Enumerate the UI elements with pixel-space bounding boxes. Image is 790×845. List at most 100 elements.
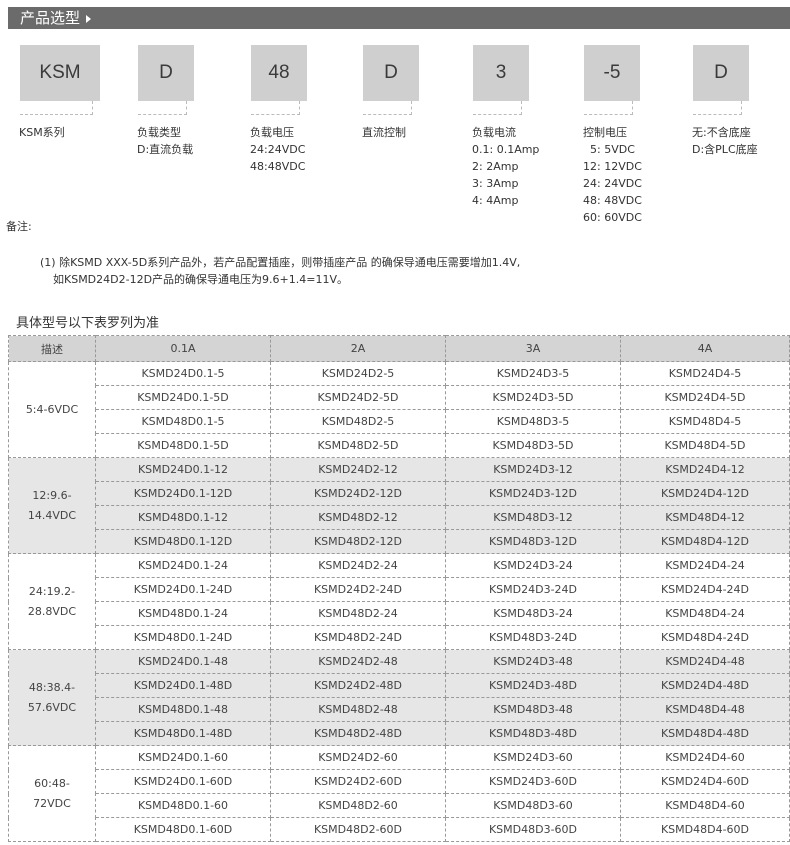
- model-cell: KSMD48D0.1-48D: [95, 721, 271, 746]
- model-cell: KSMD24D3-48D: [445, 673, 621, 698]
- model-cell: KSMD24D4-48: [620, 649, 790, 674]
- model-cell: KSMD48D4-5: [620, 409, 790, 434]
- model-cell: KSMD48D4-12: [620, 505, 790, 530]
- code-label: KSM系列: [19, 126, 65, 139]
- model-cell: KSMD24D3-24: [445, 553, 621, 578]
- group-desc: 5:4-6VDC: [8, 361, 96, 458]
- model-cell: KSMD48D4-5D: [620, 433, 790, 458]
- model-cell: KSMD48D2-60: [270, 793, 446, 818]
- code-label: 负载电流 0.1: 0.1Amp 2: 2Amp 3: 3Amp 4: 4Amp: [472, 126, 540, 207]
- code-label: 控制电压 5: 5VDC 12: 12VDC 24: 24VDC 48: 48V…: [583, 126, 642, 224]
- table-row: 12:9.6- 14.4VDC KSMD24D0.1-12 KSMD24D2-12 K…: [8, 457, 790, 554]
- model-cell: KSMD24D0.1-5: [95, 361, 271, 386]
- model-cell: KSMD48D3-60D: [445, 817, 621, 842]
- model-cell: KSMD48D0.1-12D: [95, 529, 271, 554]
- group-desc: 24:19.2- 28.8VDC: [8, 553, 96, 650]
- model-cell: KSMD24D0.1-48D: [95, 673, 271, 698]
- table-caption: 具体型号以下表罗列为准: [16, 316, 160, 331]
- model-cell: KSMD24D4-24D: [620, 577, 790, 602]
- table-row: KSMD48D0.1-5D KSMD48D2-5D KSMD48D3-5D KSMD4…: [9, 433, 790, 458]
- model-cell: KSMD48D4-60D: [620, 817, 790, 842]
- model-cell: KSMD48D0.1-24: [95, 601, 271, 626]
- table-row: KSMD48D0.1-60D KSMD48D2-60D KSMD48D3-60D KS…: [9, 817, 790, 842]
- model-cell: KSMD48D3-24D: [445, 625, 621, 650]
- model-cell: KSMD48D2-48: [270, 697, 446, 722]
- table-row: KSMD48D0.1-48 KSMD48D2-48 KSMD48D3-48 KSMD4…: [9, 697, 790, 722]
- code-box: KSM: [20, 45, 100, 101]
- note-line-2: 如KSMD24D2-12D产品的确保导通电压为9.6+1.4=11V。: [53, 273, 349, 286]
- table-row: KSMD48D0.1-48D KSMD48D2-48D KSMD48D3-48D KS…: [9, 721, 790, 746]
- dashed-connector: [363, 101, 412, 115]
- code-box: D: [693, 45, 749, 101]
- table-row: KSMD48D0.1-24D KSMD48D2-24D KSMD48D3-24D KS…: [9, 625, 790, 650]
- dashed-connector: [251, 101, 300, 115]
- dashed-connector: [138, 101, 187, 115]
- table-row: KSMD24D0.1-24D KSMD24D2-24D KSMD24D3-24D KS…: [9, 577, 790, 602]
- table-row: KSMD24D0.1-5D KSMD24D2-5D KSMD24D3-5D KSMD2…: [9, 385, 790, 410]
- table-row: KSMD48D0.1-5 KSMD48D2-5 KSMD48D3-5 KSMD48D4…: [9, 409, 790, 434]
- model-cell: KSMD24D4-24: [620, 553, 790, 578]
- group-desc: 12:9.6- 14.4VDC: [8, 457, 96, 554]
- code-label: 直流控制: [362, 126, 406, 139]
- model-cell: KSMD48D0.1-48: [95, 697, 271, 722]
- model-cell: KSMD48D0.1-60: [95, 793, 271, 818]
- group-desc: 60:48- 72VDC: [8, 745, 96, 842]
- table-row: 60:48- 72VDC KSMD24D0.1-60 KSMD24D2-60 KSMD…: [8, 745, 790, 842]
- model-cell: KSMD24D4-60D: [620, 769, 790, 794]
- model-cell: KSMD24D4-48D: [620, 673, 790, 698]
- table-row: KSMD24D0.1-12D KSMD24D2-12D KSMD24D3-12D KS…: [9, 481, 790, 506]
- table-header-row: 描述 0.1A 2A 3A 4A: [8, 335, 790, 362]
- model-cell: KSMD24D0.1-12D: [95, 481, 271, 506]
- model-cell: KSMD24D2-24: [270, 553, 446, 578]
- model-cell: KSMD48D0.1-5: [95, 409, 271, 434]
- header-desc: 描述: [8, 335, 96, 362]
- model-cell: KSMD48D3-60: [445, 793, 621, 818]
- notes-title: 备注:: [6, 220, 32, 233]
- header-2a: 2A: [270, 335, 446, 362]
- model-cell: KSMD24D4-12: [620, 457, 790, 482]
- model-cell: KSMD24D3-24D: [445, 577, 621, 602]
- dashed-connector: [473, 101, 522, 115]
- model-cell: KSMD48D2-24D: [270, 625, 446, 650]
- dashed-connector: [693, 101, 742, 115]
- table-row: KSMD48D0.1-12D KSMD48D2-12D KSMD48D3-12D KS…: [9, 529, 790, 554]
- model-cell: KSMD24D3-5: [445, 361, 621, 386]
- model-cell: KSMD48D4-60: [620, 793, 790, 818]
- model-cell: KSMD48D2-24: [270, 601, 446, 626]
- model-cell: KSMD48D0.1-12: [95, 505, 271, 530]
- table-row: 48:38.4- 57.6VDC KSMD24D0.1-48 KSMD24D2-48…: [8, 649, 790, 746]
- model-cell: KSMD24D2-12D: [270, 481, 446, 506]
- model-cell: KSMD48D0.1-24D: [95, 625, 271, 650]
- header-0.1a: 0.1A: [95, 335, 271, 362]
- model-cell: KSMD48D2-48D: [270, 721, 446, 746]
- code-box: 48: [251, 45, 307, 101]
- model-cell: KSMD48D4-48: [620, 697, 790, 722]
- model-cell: KSMD48D4-48D: [620, 721, 790, 746]
- model-cell: KSMD48D4-12D: [620, 529, 790, 554]
- model-cell: KSMD24D3-5D: [445, 385, 621, 410]
- model-cell: KSMD48D2-12D: [270, 529, 446, 554]
- model-cell: KSMD48D3-48: [445, 697, 621, 722]
- model-cell: KSMD48D3-24: [445, 601, 621, 626]
- model-cell: KSMD24D3-60D: [445, 769, 621, 794]
- code-label: 无:不含底座 D:含PLC底座: [692, 126, 758, 156]
- model-cell: KSMD24D4-12D: [620, 481, 790, 506]
- notes-body: (1) 除KSMD XXX-5D系列产品外，若产品配置插座，则带插座产品 的确保…: [40, 254, 520, 288]
- code-box: -5: [584, 45, 640, 101]
- model-cell: KSMD48D2-5D: [270, 433, 446, 458]
- note-line-1: (1) 除KSMD XXX-5D系列产品外，若产品配置插座，则带插座产品 的确保…: [40, 256, 521, 269]
- model-cell: KSMD48D3-48D: [445, 721, 621, 746]
- model-cell: KSMD24D3-60: [445, 745, 621, 770]
- model-cell: KSMD24D3-48: [445, 649, 621, 674]
- model-cell: KSMD24D0.1-12: [95, 457, 271, 482]
- header-4a: 4A: [620, 335, 790, 362]
- code-box: D: [138, 45, 194, 101]
- code-box: D: [363, 45, 419, 101]
- model-cell: KSMD24D2-12: [270, 457, 446, 482]
- dashed-connector: [20, 101, 93, 115]
- table-row: KSMD48D0.1-60 KSMD48D2-60 KSMD48D3-60 KSMD4…: [9, 793, 790, 818]
- table-row: KSMD24D0.1-60D KSMD24D2-60D KSMD24D3-60D KS…: [9, 769, 790, 794]
- model-cell: KSMD48D3-12D: [445, 529, 621, 554]
- model-cell: KSMD48D3-12: [445, 505, 621, 530]
- table-row: KSMD48D0.1-24 KSMD48D2-24 KSMD48D3-24 KSMD4…: [9, 601, 790, 626]
